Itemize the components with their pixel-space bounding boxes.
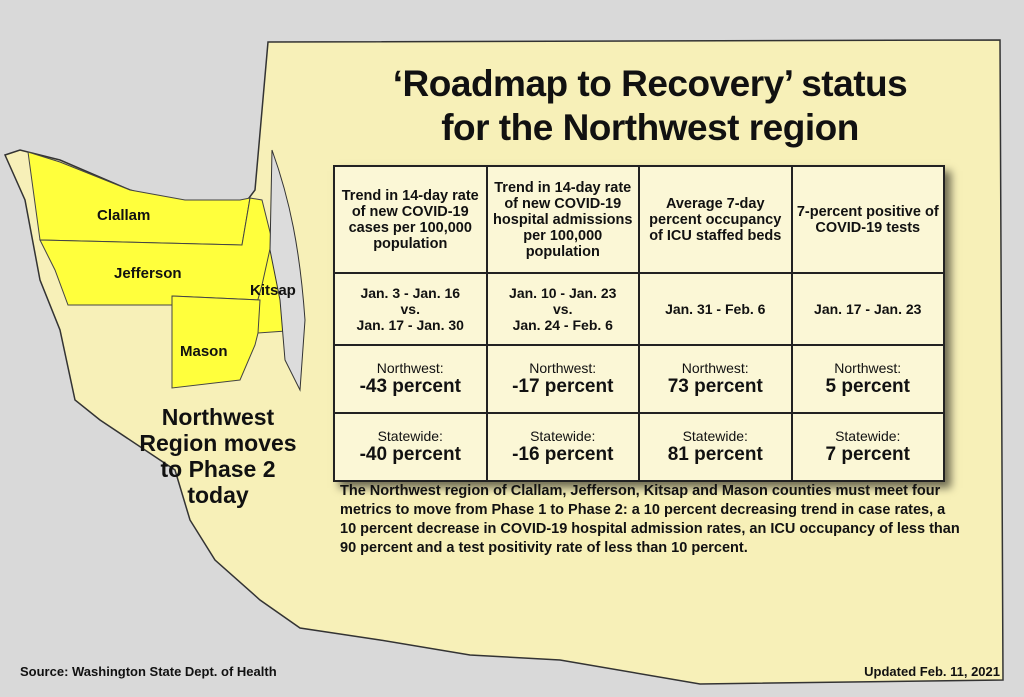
phase-line: Region moves [139, 430, 297, 456]
date-cell: Jan. 3 - Jan. 16 vs. Jan. 17 - Jan. 30 [333, 272, 488, 346]
county-label-jefferson: Jefferson [114, 265, 182, 282]
header-cell: Average 7-day percent occupancy of ICU s… [638, 165, 793, 274]
date-cell: Jan. 31 - Feb. 6 [638, 272, 793, 346]
phase-announcement: Northwest Region moves to Phase 2 today [118, 404, 318, 508]
county-mason [171, 295, 261, 389]
header-cell: Trend in 14-day rate of new COVID-19 hos… [485, 165, 640, 274]
county-label-mason: Mason [180, 343, 228, 360]
updated-date: Updated Feb. 11, 2021 [864, 664, 1000, 679]
value-cell: Statewide: -16 percent [485, 412, 640, 482]
county-label-clallam: Clallam [97, 207, 151, 224]
title-line-2: for the Northwest region [441, 107, 859, 148]
value-cell: Northwest: 73 percent [638, 344, 793, 414]
phase-line: today [187, 482, 249, 508]
header-cell: 7-percent positive of COVID-19 tests [790, 165, 945, 274]
table-row-statewide: Statewide: -40 percent Statewide: -16 perc… [333, 412, 945, 482]
source-credit: Source: Washington State Dept. of Health [20, 664, 277, 679]
date-cell: Jan. 17 - Jan. 23 [790, 272, 945, 346]
phase-line: Northwest [161, 404, 275, 430]
title-line-1: ‘Roadmap to Recovery’ status [392, 63, 908, 104]
description: The Northwest region of Clallam, Jeffers… [340, 483, 960, 556]
value-cell: Statewide: 81 percent [638, 412, 793, 482]
value-cell: Northwest: -17 percent [485, 344, 640, 414]
phase-line: to Phase 2 [160, 456, 276, 482]
table-row-dates: Jan. 3 - Jan. 16 vs. Jan. 17 - Jan. 30 Jan… [333, 272, 945, 346]
metrics-table: Trend in 14-day rate of new COVID-19 cas… [333, 165, 945, 482]
county-clallam [27, 151, 251, 246]
county-label-kitsap: Kitsap [250, 282, 296, 299]
value-cell: Northwest: 5 percent [790, 344, 945, 414]
value-cell: Statewide: 7 percent [790, 412, 945, 482]
table-row-northwest: Northwest: -43 percent Northwest: -17 perc… [333, 344, 945, 414]
header-cell: Trend in 14-day rate of new COVID-19 cas… [333, 165, 488, 274]
puget-sound [269, 149, 306, 392]
page-title: ‘Roadmap to Recovery’ status for the Nor… [330, 62, 970, 150]
date-cell: Jan. 10 - Jan. 23 vs. Jan. 24 - Feb. 6 [485, 272, 640, 346]
value-cell: Statewide: -40 percent [333, 412, 488, 482]
value-cell: Northwest: -43 percent [333, 344, 488, 414]
table-header-row: Trend in 14-day rate of new COVID-19 cas… [333, 165, 945, 274]
